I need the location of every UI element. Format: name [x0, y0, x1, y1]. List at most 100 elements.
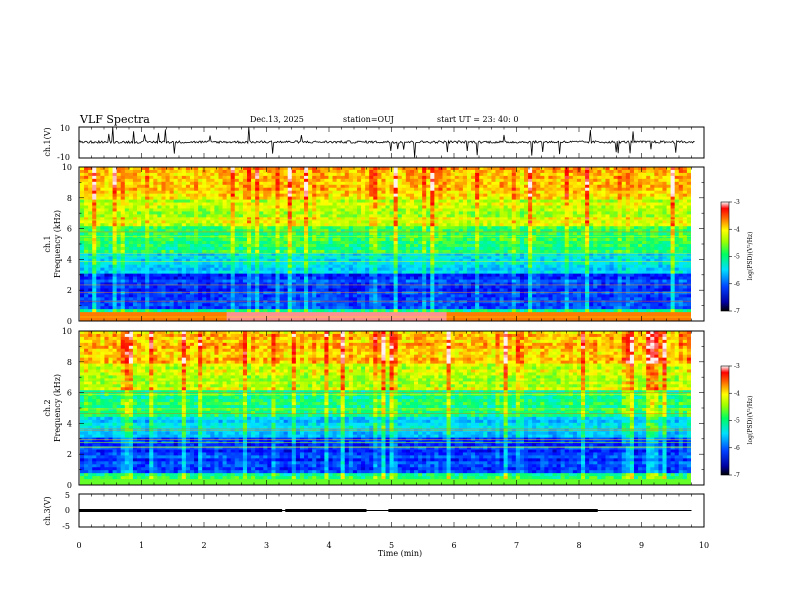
spectrogram-cell [222, 220, 228, 224]
spectrogram-cell [348, 252, 354, 257]
spectrogram-cell [185, 306, 191, 310]
spectrogram-cell [128, 205, 134, 210]
spectrogram-cell [104, 282, 110, 287]
spectrogram-cell [185, 167, 191, 171]
spectrogram-cell [401, 300, 407, 304]
spectrogram-cell [450, 300, 456, 304]
spectrogram-cell [157, 205, 163, 210]
spectrogram-cell [397, 288, 403, 292]
spectrogram-cell [145, 211, 150, 215]
spectrogram-cell [316, 167, 321, 171]
spectrogram-cell [259, 172, 264, 177]
spectrogram-cell [426, 264, 431, 269]
spectrogram-cell [84, 303, 89, 307]
spectrogram-cell [169, 291, 175, 295]
spectrogram-cell [145, 238, 150, 242]
spectrogram-cell [206, 178, 211, 183]
spectrogram-cell [124, 167, 130, 171]
spectrogram-cell [153, 246, 158, 251]
spectrogram-cell [100, 214, 106, 218]
spectrogram-cell [120, 220, 126, 224]
spectrogram-cell [304, 282, 309, 287]
spectrogram-cell [141, 193, 146, 198]
spectrogram-cell [206, 264, 211, 269]
spectrogram-cell [356, 229, 362, 233]
spectrogram-cell [116, 285, 122, 290]
spectrogram-cell [373, 238, 378, 242]
spectrogram-cell [238, 252, 244, 257]
spectrogram-cell [247, 226, 252, 230]
spectrogram-cell [381, 184, 387, 189]
spectrogram-cell [226, 223, 232, 227]
spectrogram-cell [340, 223, 346, 227]
spectrogram-cell [267, 220, 273, 224]
spectrogram-cell [458, 249, 464, 254]
spectrogram-cell [120, 223, 126, 227]
spectrogram-cell [442, 226, 448, 230]
spectrogram-cell [88, 208, 93, 213]
spectrogram-cell [430, 264, 435, 269]
spectrogram-cell [369, 193, 374, 198]
spectrogram-cell [324, 184, 330, 189]
spectrogram-cell [328, 167, 334, 171]
spectrogram-cell [344, 220, 350, 224]
spectrogram-cell [434, 264, 440, 269]
spectrogram-cell [222, 208, 228, 213]
spectrogram-cell [263, 255, 268, 260]
spectrogram-cell [389, 306, 395, 310]
spectrogram-cell [291, 294, 297, 298]
spectrogram-cell [194, 208, 199, 213]
spectrogram-cell [267, 187, 273, 192]
spectrogram-cell [287, 279, 293, 284]
spectrogram-cell [352, 273, 358, 278]
spectrogram-cell [137, 300, 142, 304]
spectrogram-cell [344, 288, 350, 292]
spectrogram-cell [173, 184, 179, 189]
spectrogram-cell [328, 258, 334, 263]
spectrogram-cell [88, 172, 93, 177]
spectrogram-cell [369, 267, 374, 272]
spectrogram-cell [247, 214, 252, 218]
spectrogram-cell [450, 270, 456, 275]
spectrogram-cell [414, 303, 419, 307]
spectrogram-cell [377, 261, 383, 266]
spectrogram-cell [275, 258, 281, 263]
spectrogram-cell [218, 258, 224, 263]
spectrogram-cell [458, 169, 464, 174]
spectrogram-cell [84, 184, 89, 189]
spectrogram-cell [356, 238, 362, 242]
spectrogram-cell [304, 258, 309, 263]
spectrogram-cell [88, 297, 93, 301]
spectrogram-cell [92, 178, 97, 183]
spectrogram-cell [454, 291, 460, 295]
spectrogram-cell [356, 309, 362, 313]
spectrogram-cell [344, 297, 350, 301]
spectrogram-cell [299, 196, 305, 201]
spectrogram-cell [157, 309, 163, 313]
spectrogram-cell [157, 300, 163, 304]
spectrogram-cell [434, 193, 440, 198]
spectrogram-cell [189, 273, 195, 278]
spectrogram-cell [251, 211, 256, 215]
spectrogram-cell [458, 288, 464, 292]
spectrogram-cell [304, 175, 309, 180]
spectrogram-cell [141, 220, 146, 224]
spectrogram-cell [92, 202, 97, 207]
spectrogram-cell [80, 294, 85, 298]
ch1-waveform-line [78, 126, 695, 158]
spectrogram-cell [401, 169, 407, 174]
spectrogram-cell [222, 303, 228, 307]
spectrogram-cell [393, 303, 399, 307]
spectrogram-cell [198, 241, 203, 245]
spectrogram-cell [259, 244, 264, 248]
spectrogram-cell [80, 223, 85, 227]
spectrogram-cell [385, 312, 391, 316]
spectrogram-cell [414, 211, 419, 215]
spectrogram-cell [149, 211, 154, 215]
spectrogram-cell [454, 264, 460, 269]
spectrogram-cell [352, 267, 358, 272]
spectrogram-cell [206, 181, 211, 186]
spectrogram-cell [312, 246, 317, 251]
spectrogram-cell [373, 306, 378, 310]
spectrogram-cell [454, 312, 460, 316]
